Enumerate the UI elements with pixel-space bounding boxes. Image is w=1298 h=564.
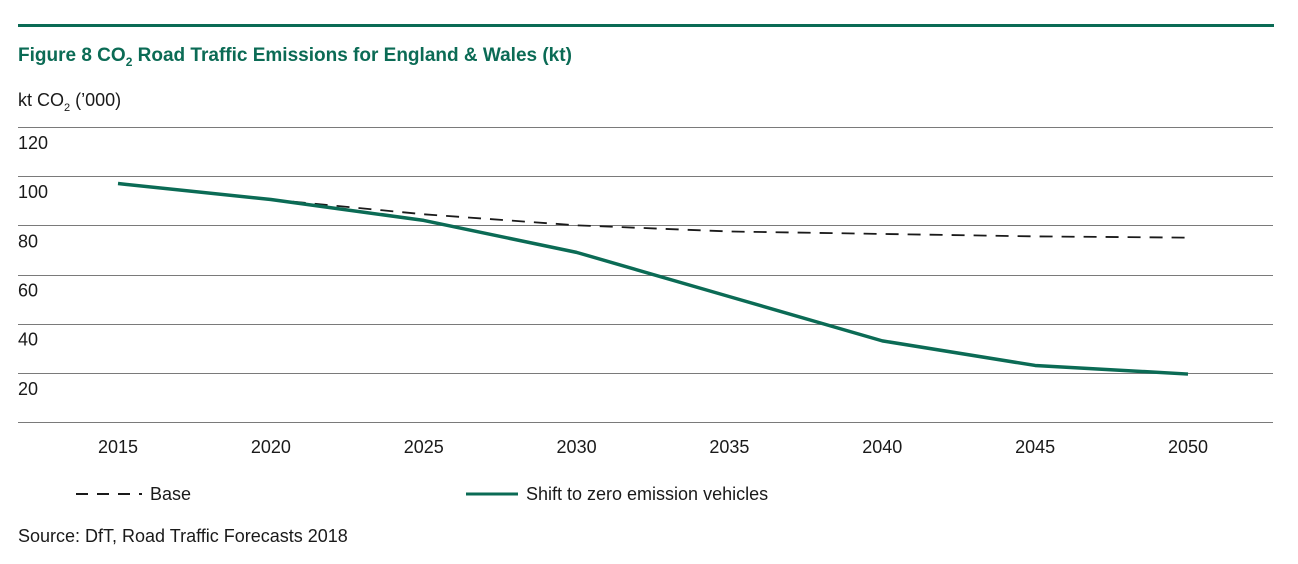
- legend-swatch-solid: [466, 492, 518, 496]
- y-unit-subscript: 2: [64, 102, 71, 114]
- y-unit-prefix: kt CO: [18, 90, 65, 110]
- chart-title: Figure 8 CO2 Road Traffic Emissions for …: [18, 45, 572, 69]
- legend-item-base: Base: [76, 483, 191, 505]
- line-chart: 120 100 80 60 40 20 2015 2020 2025 2030 2035 2040 20…: [18, 127, 1273, 457]
- title-prefix: Figure 8 CO: [18, 45, 126, 66]
- x-tick-label: 2050: [1168, 437, 1208, 457]
- x-tick-label: 2035: [709, 437, 749, 457]
- top-rule: [18, 24, 1274, 27]
- x-tick-label: 2025: [404, 437, 444, 457]
- x-tick-label: 2040: [862, 437, 902, 457]
- y-tick-label: 20: [18, 379, 38, 399]
- y-tick-label: 40: [18, 330, 38, 350]
- title-suffix: Road Traffic Emissions for England & Wal…: [132, 45, 572, 66]
- x-tick-label: 2015: [98, 437, 138, 457]
- source-note: Source: DfT, Road Traffic Forecasts 2018: [18, 526, 348, 546]
- y-unit-suffix: (’000): [70, 90, 122, 110]
- title-subscript: 2: [125, 55, 133, 69]
- legend-label-shift-zero-emission: Shift to zero emission vehicles: [526, 483, 769, 504]
- y-axis-unit-label: kt CO2 (’000): [18, 90, 121, 114]
- x-tick-label: 2045: [1015, 437, 1055, 457]
- y-tick-label: 120: [18, 133, 48, 153]
- series-line-shift-zero-emission: [117, 181, 1189, 376]
- y-tick-label: 100: [18, 182, 48, 202]
- legend-swatch-dashed: [76, 493, 142, 495]
- x-tick-label: 2030: [557, 437, 597, 457]
- y-tick-label: 60: [18, 281, 38, 301]
- legend-label-base: Base: [150, 483, 192, 504]
- y-tick-label: 80: [18, 231, 38, 251]
- legend-item-shift-zero-emission: Shift to zero emission vehicles: [466, 483, 768, 505]
- x-tick-label: 2020: [251, 437, 291, 457]
